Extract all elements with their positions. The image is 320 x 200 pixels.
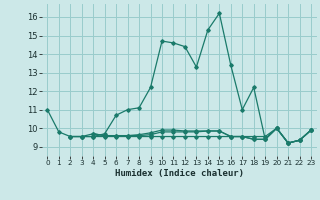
X-axis label: Humidex (Indice chaleur): Humidex (Indice chaleur) [115, 169, 244, 178]
